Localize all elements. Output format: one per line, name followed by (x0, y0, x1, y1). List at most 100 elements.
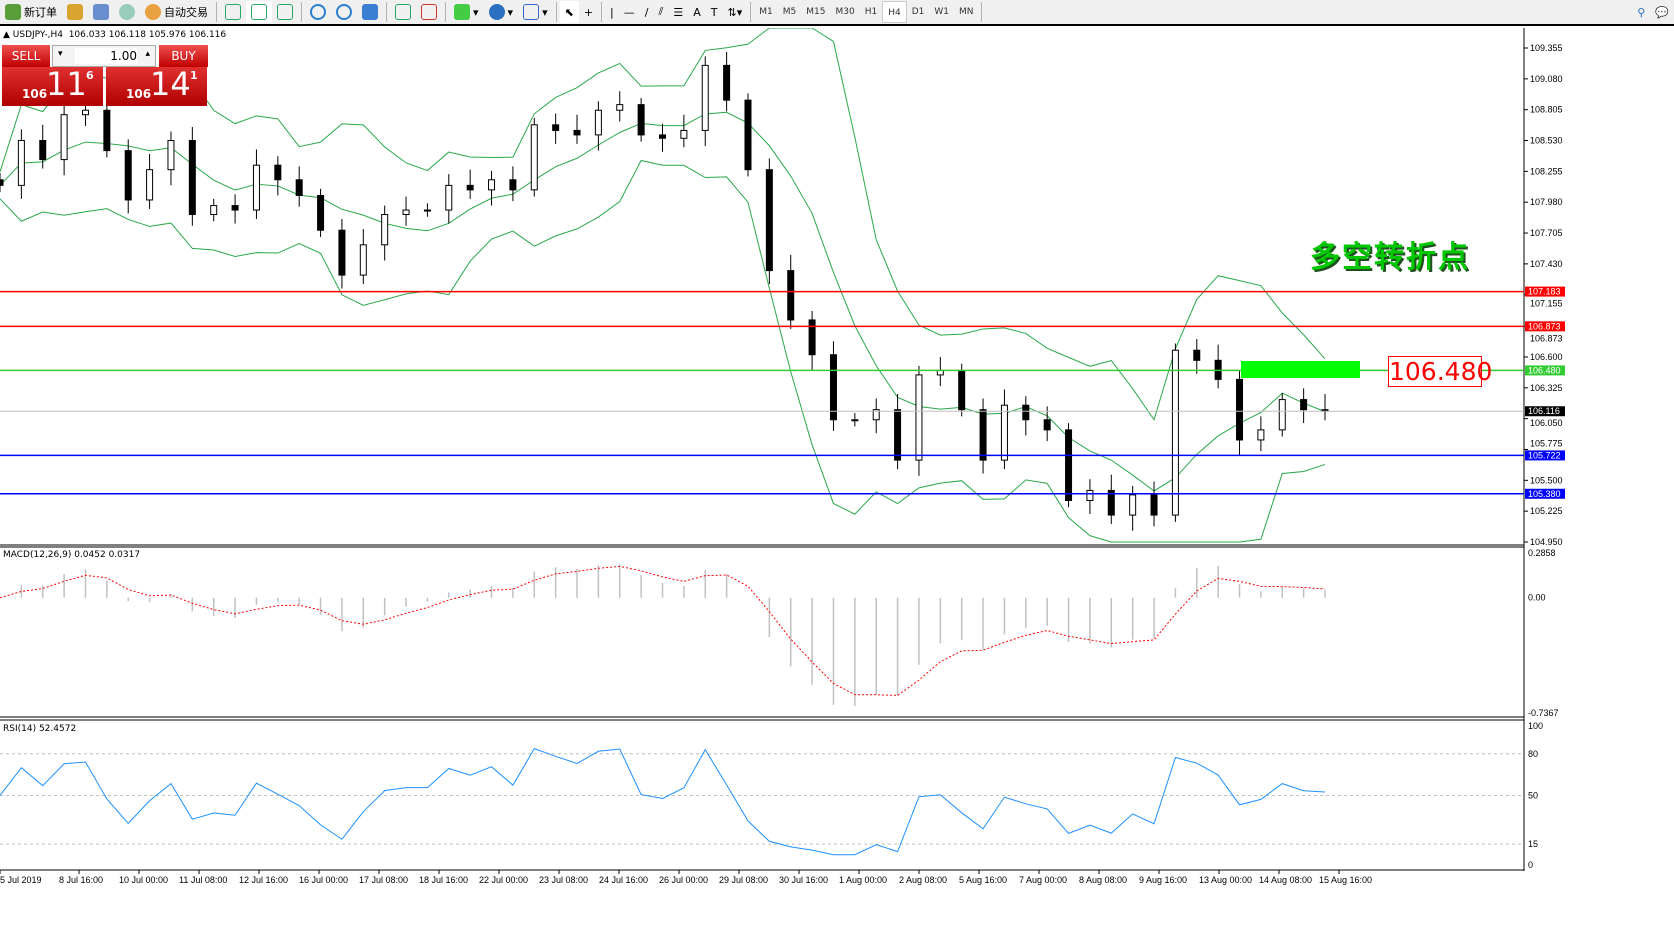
candle (338, 229, 346, 276)
price-tick-label: 109.355 (1530, 43, 1563, 53)
sell-button[interactable]: SELL (2, 45, 50, 67)
candle (1129, 494, 1137, 516)
divider (750, 2, 752, 22)
price-tick-label: 106.600 (1530, 352, 1563, 362)
candle (0, 179, 4, 186)
level-price-tag (1525, 286, 1565, 297)
time-tick-label: 5 Aug 16:00 (959, 875, 1007, 885)
timeframe-m30[interactable]: M30 (835, 7, 855, 17)
horizontal-line-tool[interactable]: — (623, 5, 635, 19)
toolbar: 新订单 自动交易 ▾ ▾ ▾ ⬉ + | — / ⫽ ☰ A T ⇅▾ M1 M5… (0, 0, 1674, 26)
candle (1257, 429, 1265, 441)
timeframe-mn[interactable]: MN (958, 7, 974, 17)
time-tick-label: 23 Jul 08:00 (539, 875, 588, 885)
chart-canvas[interactable]: 109.355 109.080 108.805 108.530 108.255 107.9… (0, 28, 1674, 888)
signal-icon (119, 4, 135, 20)
level-price-tag (1525, 365, 1565, 376)
chat-button[interactable]: 💬 (1650, 1, 1674, 23)
candlestick-icon (251, 4, 267, 20)
candle (1193, 349, 1201, 361)
price-tick-label: 107.155 (1530, 299, 1563, 309)
signals-button[interactable] (114, 1, 140, 23)
new-order-button[interactable]: 新订单 (0, 1, 62, 23)
text-tool[interactable]: A (693, 5, 701, 19)
divider (386, 2, 387, 22)
time-tick-label: 8 Aug 08:00 (1079, 875, 1127, 885)
price-tick-label: 105.775 (1530, 438, 1563, 448)
trendline-tool[interactable]: / (644, 5, 649, 19)
timeframe-m15[interactable]: M15 (806, 7, 826, 17)
candle (402, 209, 410, 216)
tile-windows-button[interactable] (357, 1, 383, 23)
label-tool[interactable]: T (710, 5, 718, 19)
lot-input[interactable] (75, 48, 137, 64)
fibonacci-tool[interactable]: ☰ (673, 5, 684, 19)
line-chart-button[interactable] (272, 1, 298, 23)
candle (103, 109, 111, 152)
timeframe-d1[interactable]: D1 (911, 7, 925, 17)
zoom-in-button[interactable] (305, 1, 331, 23)
rsi-axis-label: 0 (1528, 860, 1533, 870)
templates-button[interactable]: ▾ (518, 1, 553, 23)
bollinger-band-l (0, 159, 1326, 543)
level-price-label[interactable]: 106.480 (1388, 356, 1493, 387)
divider (981, 2, 983, 22)
cursor-tool[interactable]: ⬉ (559, 1, 579, 23)
candle (1236, 378, 1244, 441)
rsi-axis-label: 80 (1528, 749, 1538, 759)
timeframe-w1[interactable]: W1 (934, 7, 949, 17)
time-tick-label: 9 Aug 16:00 (1139, 875, 1187, 885)
timeframe-m5[interactable]: M5 (782, 7, 797, 17)
timeframe-h1[interactable]: H1 (864, 7, 878, 17)
timeframe-m1[interactable]: M1 (759, 7, 773, 17)
level-price-tag (1525, 321, 1565, 332)
rsi-label: RSI(14) 52.4572 (3, 724, 77, 734)
book-icon (67, 4, 83, 20)
timeframe-h4[interactable]: H4 (882, 1, 907, 23)
time-tick-label: 10 Jul 00:00 (119, 875, 168, 885)
lot-decrease-button[interactable]: ▾ (58, 49, 63, 59)
candle (808, 319, 816, 356)
crosshair-tool[interactable]: + (583, 5, 594, 19)
lot-stepper[interactable]: ▾ ▴ (52, 45, 156, 67)
candle (1043, 419, 1051, 431)
indicators-button[interactable]: ▾ (449, 1, 484, 23)
candle (1150, 494, 1158, 516)
price-tick-label: 108.805 (1530, 105, 1563, 115)
candle (39, 140, 47, 161)
level-price-tag (1525, 488, 1565, 499)
channel-tool[interactable]: ⫽ (658, 5, 664, 18)
template-icon (523, 4, 540, 20)
divider (555, 2, 557, 22)
terminal-button[interactable] (88, 1, 114, 23)
buy-button[interactable]: BUY (159, 45, 208, 67)
bar-chart-button[interactable] (220, 1, 246, 23)
timeframe-bar: M1 M5 M15 M30 H1 H4 D1 W1 MN (754, 1, 978, 23)
candle (188, 140, 196, 216)
candle (701, 64, 709, 131)
search-button[interactable]: ⚲ (1632, 1, 1650, 23)
rsi-axis-label: 50 (1528, 791, 1538, 801)
price-tick-label: 105.500 (1530, 475, 1563, 485)
arrows-tool[interactable]: ⇅▾ (727, 5, 743, 19)
rsi-line (0, 748, 1326, 856)
auto-trading-button[interactable]: 自动交易 (140, 1, 213, 23)
periods-button[interactable]: ▾ (484, 1, 519, 23)
candle (659, 134, 666, 139)
buy-price[interactable]: 106 14 1 (106, 65, 207, 106)
annotation-title[interactable]: 多空转折点 (1310, 240, 1470, 275)
auto-scroll-button[interactable] (390, 1, 416, 23)
candle (317, 194, 325, 231)
price-tick-label: 105.225 (1530, 506, 1563, 516)
sell-price[interactable]: 106 11 6 (2, 65, 103, 106)
chart-shift-button[interactable] (416, 1, 442, 23)
price-tick-label: 109.080 (1530, 74, 1563, 84)
vertical-line-tool[interactable]: | (610, 5, 614, 19)
navigator-button[interactable] (62, 1, 88, 23)
lot-increase-button[interactable]: ▴ (145, 49, 150, 59)
candle (359, 244, 367, 276)
candlestick-button[interactable] (246, 1, 272, 23)
candle (1171, 349, 1179, 516)
zoom-out-button[interactable] (331, 1, 357, 23)
